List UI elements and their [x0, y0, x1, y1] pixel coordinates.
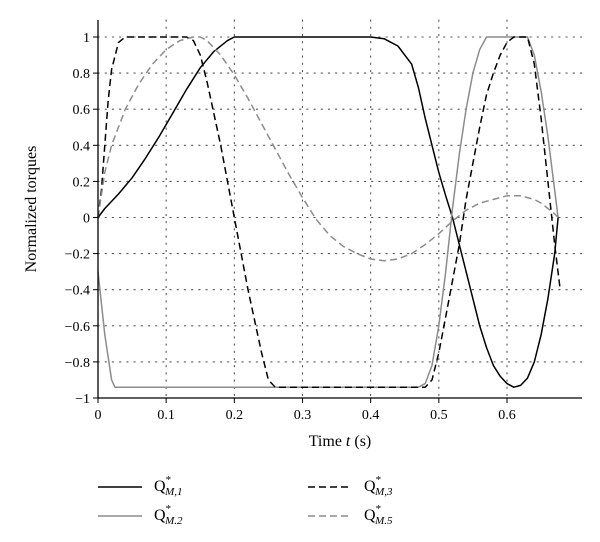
y-tick-label: −1 [75, 392, 90, 407]
y-tick-label: 0.6 [73, 103, 91, 118]
x-tick-label: 0 [95, 408, 102, 423]
legend-label-4: Q* M.5 [364, 503, 393, 527]
x-tick-label: 0.3 [294, 408, 312, 423]
x-tick-label: 0.6 [498, 408, 516, 423]
legend: Q* M,1 Q* M.2 Q* M,3 Q* M.5 [98, 474, 393, 527]
y-tick-label: 1 [83, 31, 90, 46]
y-axis-label: Normalized torques [23, 146, 40, 273]
x-tick-label: 0.1 [157, 408, 175, 423]
axes [97, 20, 582, 399]
legend-label-1: Q* M,1 [154, 474, 182, 498]
legend-label-3: Q* M,3 [364, 474, 393, 498]
x-tick-label: 0.5 [430, 408, 448, 423]
y-tick-label: −0.8 [65, 356, 90, 371]
y-tick-label: 0 [83, 212, 90, 227]
y-tick-label: 0.2 [73, 175, 91, 190]
series-lines [97, 36, 561, 388]
x-tick-label: 0.4 [362, 408, 380, 423]
y-tick-label: −0.2 [65, 248, 90, 263]
legend-label-2: Q* M.2 [154, 503, 183, 527]
series-line-4 [97, 36, 559, 262]
y-tick-label: −0.4 [65, 284, 90, 299]
y-tick-label: −0.6 [65, 320, 90, 335]
series-line-3 [97, 36, 561, 388]
y-tick-label: 0.8 [73, 67, 91, 82]
x-ticks: 0 0.1 0.2 0.3 0.4 0.5 0.6 [95, 398, 516, 423]
series-line-2 [97, 36, 559, 388]
x-axis-label: Time t (s) [309, 433, 372, 450]
series-line-1 [97, 36, 559, 388]
grid-lines [97, 19, 583, 399]
y-ticks: −1 −0.8 −0.6 −0.4 −0.2 0 0.2 0.4 0.6 0.8 1 [65, 31, 98, 407]
y-tick-label: 0.4 [73, 139, 91, 154]
x-tick-label: 0.2 [226, 408, 244, 423]
